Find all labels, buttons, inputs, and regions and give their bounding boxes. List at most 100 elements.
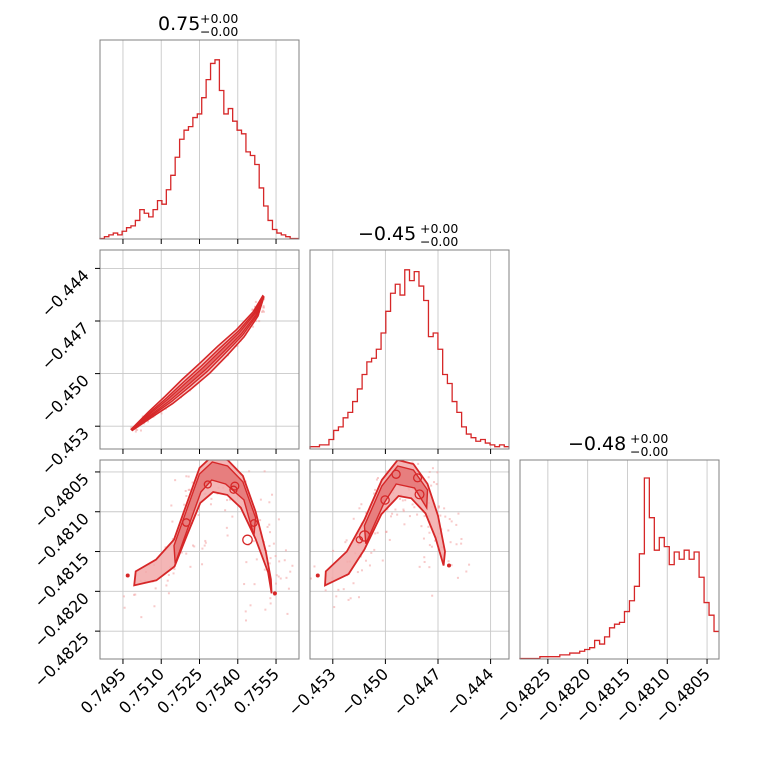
x-tick-label: −0.450 <box>337 664 392 719</box>
contour-dot <box>272 591 277 596</box>
sample-point <box>201 547 204 550</box>
contour-island <box>242 534 253 546</box>
title-param-2: −0.45 <box>358 223 416 245</box>
sample-point <box>146 420 149 423</box>
sample-point <box>455 523 458 526</box>
sample-point <box>254 320 257 323</box>
sample-point <box>450 520 453 523</box>
sample-point <box>423 556 426 559</box>
x-tick-label: −0.453 <box>284 664 339 719</box>
contour-island <box>230 481 240 491</box>
sample-point <box>352 517 355 520</box>
sample-point <box>349 597 352 600</box>
sample-point <box>443 507 446 510</box>
sample-point <box>236 345 239 348</box>
sample-point <box>255 558 258 561</box>
contour-island <box>181 518 191 527</box>
sample-point <box>420 525 423 528</box>
sample-point <box>286 612 289 615</box>
sample-point <box>187 488 190 491</box>
sample-point <box>342 588 345 591</box>
sample-point <box>251 308 254 311</box>
sample-point <box>399 497 402 500</box>
sample-point <box>337 588 340 591</box>
sample-point <box>275 574 278 577</box>
title-param-3: −0.48 <box>568 433 626 455</box>
sample-point <box>259 519 262 522</box>
sample-point <box>430 484 433 487</box>
sample-point <box>412 457 414 459</box>
sample-point <box>196 457 198 459</box>
sample-point <box>385 530 388 533</box>
contour-dot <box>315 573 320 578</box>
sample-point <box>428 531 431 534</box>
sample-point <box>197 514 200 517</box>
sample-point <box>376 531 379 534</box>
sample-point <box>360 503 363 506</box>
histogram-param-3 <box>519 477 719 660</box>
sample-point <box>335 595 338 598</box>
sample-point <box>437 505 440 508</box>
sample-point <box>358 507 361 510</box>
sample-point <box>269 597 272 600</box>
histogram-param-2 <box>309 269 509 449</box>
sample-point <box>263 470 266 473</box>
sample-point <box>264 608 267 611</box>
sample-point <box>277 575 280 578</box>
sample-point <box>411 461 414 464</box>
sample-point <box>347 598 350 601</box>
sample-point <box>430 545 433 548</box>
sample-point <box>268 501 271 504</box>
sample-point <box>224 509 227 512</box>
sample-point <box>134 430 137 433</box>
contour-outer <box>324 460 446 587</box>
sample-point <box>468 563 471 566</box>
sample-point <box>209 503 212 506</box>
sample-point <box>154 587 157 590</box>
sample-point <box>352 582 355 585</box>
sample-point <box>401 499 404 502</box>
sample-point <box>258 320 261 323</box>
title-param-1-plus: +0.00 <box>200 11 238 26</box>
sample-point <box>333 606 336 609</box>
sample-point <box>123 606 126 609</box>
scatter-panel-2-1 <box>310 457 471 609</box>
sample-point <box>139 429 142 432</box>
sample-point <box>136 428 139 431</box>
sample-point <box>252 540 255 543</box>
sample-point <box>192 544 195 547</box>
contour-island <box>250 519 258 527</box>
sample-point <box>204 541 207 544</box>
sample-point <box>261 310 264 313</box>
sample-point <box>193 545 196 548</box>
sample-point <box>205 453 207 455</box>
sample-point <box>423 515 426 518</box>
sample-point <box>183 503 186 506</box>
sample-point <box>460 537 463 540</box>
sample-point <box>187 475 190 478</box>
sample-point <box>253 583 256 586</box>
sample-point <box>283 559 286 562</box>
sample-point <box>431 594 434 597</box>
sample-point <box>252 325 255 328</box>
sample-point <box>140 616 143 619</box>
sample-point <box>191 481 194 484</box>
sample-point <box>171 520 174 523</box>
sample-point <box>396 513 399 516</box>
sample-point <box>167 592 170 595</box>
sample-point <box>210 497 213 500</box>
sample-point <box>360 569 363 572</box>
sample-point <box>388 538 391 541</box>
sample-point <box>356 571 359 574</box>
sample-point <box>437 506 440 509</box>
sample-point <box>345 539 348 542</box>
histogram-panel-3-frame <box>519 459 720 660</box>
sample-point <box>324 589 327 592</box>
contour-island <box>355 535 364 544</box>
sample-point <box>266 525 269 528</box>
sample-point <box>376 477 379 480</box>
title-param-2-plus: +0.00 <box>420 221 458 236</box>
sample-point <box>374 532 377 535</box>
sample-point <box>184 489 187 492</box>
sample-point <box>391 512 394 515</box>
